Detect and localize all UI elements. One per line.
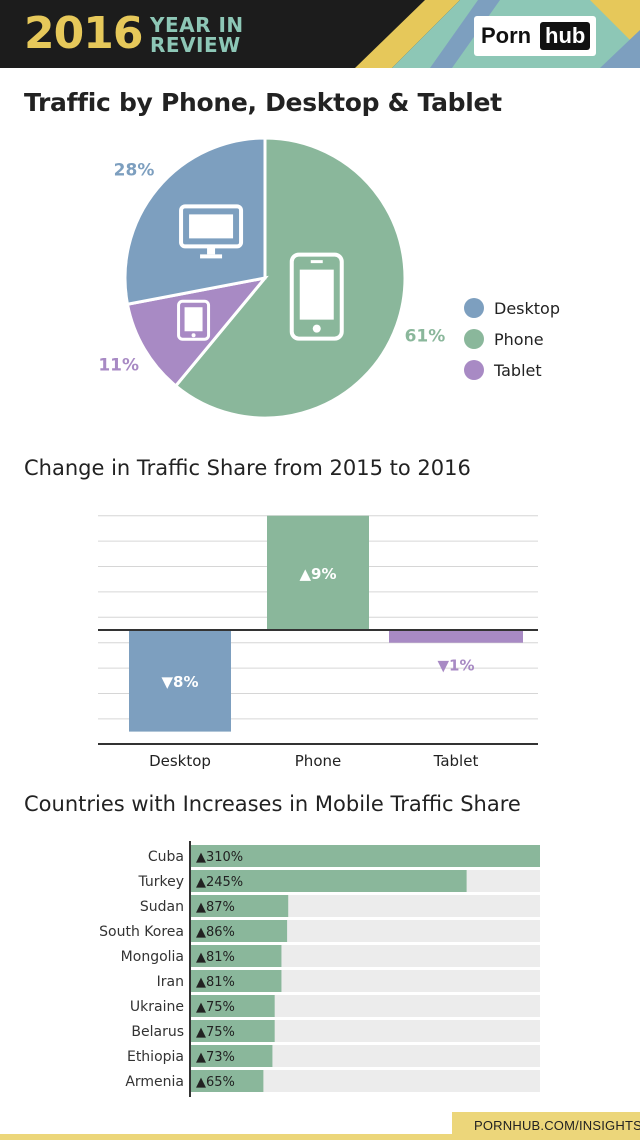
country-label-belarus: Belarus xyxy=(131,1024,184,1040)
footer-tag xyxy=(452,1112,640,1140)
legend-label-phone: Phone xyxy=(494,330,544,349)
logo-text-part2: hub xyxy=(540,22,591,50)
bar-value-label-turkey: ▲245% xyxy=(196,875,243,890)
country-bar-chart: ▲310% Cuba ▲245% Turkey ▲87% Sudan ▲86% South K… xyxy=(99,841,540,1097)
legend-label-desktop: Desktop xyxy=(494,299,560,318)
pie-label-tablet: 11% xyxy=(98,356,139,376)
country-label-iran: Iran xyxy=(157,974,184,990)
bar-value-label-desktop: ▼8% xyxy=(161,673,198,691)
bar-category-label-phone: Phone xyxy=(295,752,341,770)
bar-category-label-desktop: Desktop xyxy=(149,752,211,770)
legend-swatch-desktop xyxy=(464,298,484,318)
country-label-armenia: Armenia xyxy=(125,1074,184,1090)
bar-value-label-sudan: ▲87% xyxy=(196,900,235,915)
country-label-mongolia: Mongolia xyxy=(121,949,184,965)
country-label-cuba: Cuba xyxy=(148,849,184,865)
pie-chart-title: Traffic by Phone, Desktop & Tablet xyxy=(24,88,502,117)
bar-value-label-ethiopia: ▲73% xyxy=(196,1050,235,1065)
bar-chart-title: Change in Traffic Share from 2015 to 201… xyxy=(24,456,471,480)
country-label-turkey: Turkey xyxy=(137,874,184,890)
header-subtitle-line1: YEAR IN xyxy=(150,13,244,37)
country-label-ethiopia: Ethiopia xyxy=(127,1049,184,1065)
bar-track-ukraine xyxy=(190,995,540,1017)
countries-chart-title: Countries with Increases in Mobile Traff… xyxy=(24,792,521,816)
legend-swatch-tablet xyxy=(464,360,484,380)
bar-belarus xyxy=(190,1020,275,1042)
pie-chart: 61% 11% 28% Desktop Phone Tablet xyxy=(98,136,560,420)
pie-label-desktop: 28% xyxy=(114,161,155,181)
bar-category-label-tablet: Tablet xyxy=(433,752,479,770)
country-label-south-korea: South Korea xyxy=(99,924,184,940)
bar-armenia xyxy=(190,1070,264,1092)
bar-phone xyxy=(267,515,369,630)
logo-text-part1: Porn xyxy=(481,23,532,48)
bar-south-korea xyxy=(190,920,288,942)
header-banner: 2016 YEAR IN REVIEW Porn hub xyxy=(0,0,640,68)
pie-slice-tablet xyxy=(125,275,269,388)
country-label-sudan: Sudan xyxy=(140,899,184,915)
bar-track-belarus xyxy=(190,1020,540,1042)
brand-logo[interactable]: Porn hub xyxy=(474,16,596,56)
legend-swatch-phone xyxy=(464,329,484,349)
legend-label-tablet: Tablet xyxy=(493,361,542,380)
bar-value-label-tablet: ▼1% xyxy=(437,657,474,675)
bar-value-label-cuba: ▲310% xyxy=(196,850,243,865)
header-subtitle-line2: REVIEW xyxy=(150,33,241,57)
header-year: 2016 xyxy=(24,8,143,59)
bar-ethiopia xyxy=(190,1045,273,1067)
bar-cuba xyxy=(190,845,540,867)
phone-icon xyxy=(289,252,344,341)
tablet-icon xyxy=(177,299,211,341)
bar-turkey xyxy=(190,870,467,892)
bar-track-armenia xyxy=(190,1070,540,1092)
pie-label-phone: 61% xyxy=(405,327,446,347)
bar-value-label-phone: ▲9% xyxy=(299,565,336,583)
bar-value-label-south-korea: ▲86% xyxy=(196,925,235,940)
bar-value-label-mongolia: ▲81% xyxy=(196,950,235,965)
bar-iran xyxy=(190,970,282,992)
country-label-ukraine: Ukraine xyxy=(130,999,184,1015)
bar-ukraine xyxy=(190,995,275,1017)
bar-tablet xyxy=(389,630,523,643)
bar-value-label-ukraine: ▲75% xyxy=(196,1000,235,1015)
footer-link[interactable]: PORNHUB.COM/INSIGHTS xyxy=(474,1118,640,1133)
bar-track-ethiopia xyxy=(190,1045,540,1067)
bar-value-label-belarus: ▲75% xyxy=(196,1025,235,1040)
bar-value-label-armenia: ▲65% xyxy=(196,1075,235,1090)
bar-desktop xyxy=(129,630,231,732)
change-bar-chart: ▼8% Desktop ▲9% Phone ▼1% Tablet xyxy=(98,515,538,770)
bar-value-label-iran: ▲81% xyxy=(196,975,235,990)
desktop-icon xyxy=(179,204,244,259)
footer-bar xyxy=(0,1134,640,1140)
bar-sudan xyxy=(190,895,289,917)
bar-mongolia xyxy=(190,945,282,967)
